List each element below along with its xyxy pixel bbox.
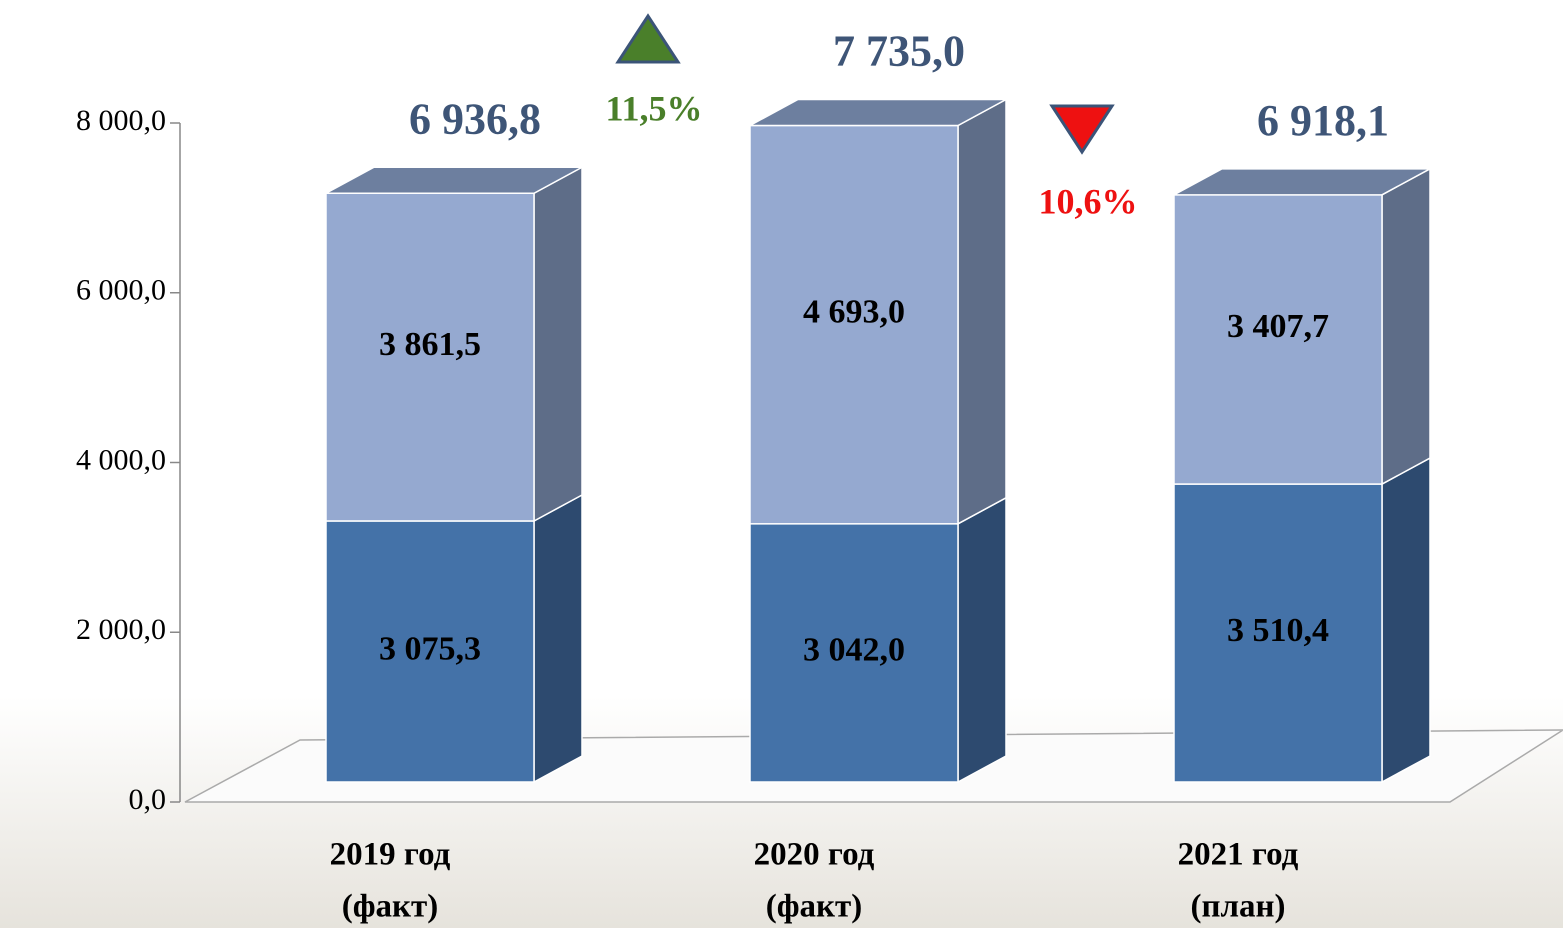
change-label: 11,5% xyxy=(605,88,702,128)
bar-side xyxy=(958,498,1006,782)
x-tick-label: 2019 год xyxy=(330,837,451,873)
value-label: 3 407,7 xyxy=(1227,308,1329,345)
y-tick-label: 0,0 xyxy=(129,783,167,816)
x-tick-label: (факт) xyxy=(766,889,863,925)
value-label: 3 075,3 xyxy=(379,630,481,667)
value-label: 3 861,5 xyxy=(379,326,481,363)
value-label: 3 042,0 xyxy=(803,632,905,669)
change-label: 10,6% xyxy=(1039,181,1138,221)
y-tick-label: 4 000,0 xyxy=(76,443,166,476)
bar-side xyxy=(958,99,1006,523)
total-label: 6 918,1 xyxy=(1257,96,1389,145)
y-tick-label: 6 000,0 xyxy=(76,274,166,307)
x-tick-label: 2021 год xyxy=(1178,837,1299,873)
bar-side xyxy=(1382,458,1430,782)
total-label: 6 936,8 xyxy=(409,94,541,143)
y-tick-label: 2 000,0 xyxy=(76,613,166,646)
bar-side xyxy=(1382,169,1430,484)
value-label: 3 510,4 xyxy=(1227,612,1329,649)
bar-side xyxy=(534,167,582,521)
x-tick-label: 2020 год xyxy=(754,837,875,873)
y-tick-label: 8 000,0 xyxy=(76,104,166,137)
x-tick-label: (план) xyxy=(1190,889,1285,925)
total-label: 7 735,0 xyxy=(833,27,965,76)
x-tick-label: (факт) xyxy=(342,889,439,925)
bar-side xyxy=(534,495,582,782)
chart: 0,0 2 000,0 4 000,0 6 000,0 8 000,0 2019 год (… xyxy=(0,0,1563,928)
value-label: 4 693,0 xyxy=(803,293,905,330)
